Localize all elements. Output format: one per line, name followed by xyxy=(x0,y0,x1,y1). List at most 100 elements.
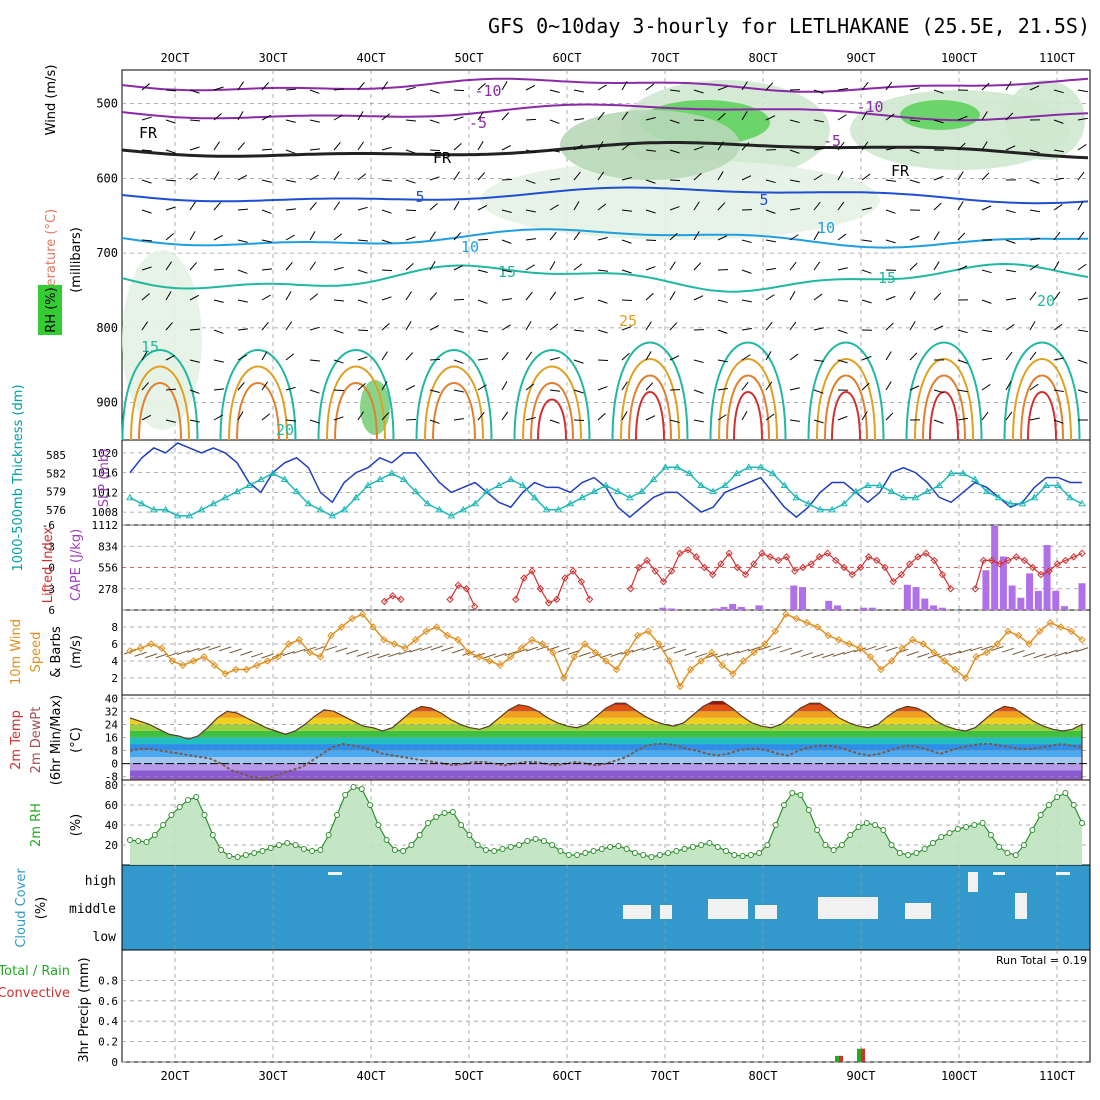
wind-barb xyxy=(1029,417,1040,421)
wind-barb xyxy=(741,142,750,151)
wind-barb xyxy=(1005,381,1012,391)
surface-isotherm-loop xyxy=(537,398,567,441)
wind-barb xyxy=(717,359,728,363)
wind-barb xyxy=(1053,323,1063,331)
rh2m-point xyxy=(731,852,738,858)
isotherm-label: 5 xyxy=(759,191,768,209)
wind-barb xyxy=(453,298,465,301)
wind-barb xyxy=(909,179,920,184)
wind-barb xyxy=(693,262,702,271)
thickness-point xyxy=(530,493,539,501)
li-point xyxy=(782,553,791,561)
wind-barb xyxy=(381,296,392,301)
cloud-middle-block xyxy=(708,899,748,919)
thickness-tick-label: 585 xyxy=(46,449,66,462)
rh2m-point xyxy=(168,812,175,818)
wind-barb xyxy=(309,419,320,424)
wind-barb xyxy=(309,326,320,331)
rh2m-point xyxy=(689,844,696,850)
side-label-wind10-3: & Barbs xyxy=(49,626,64,678)
wind-barb xyxy=(141,116,152,121)
wind-barb xyxy=(981,357,992,361)
wind10-barb xyxy=(409,647,422,653)
rh2m-tick-label: 40 xyxy=(105,819,118,832)
li-point xyxy=(569,567,577,575)
wind10-point xyxy=(940,657,949,665)
cloud-level-label: low xyxy=(93,930,117,945)
thickness-point xyxy=(149,505,158,513)
rh2m-point xyxy=(830,847,837,853)
li-tick-label: 3 xyxy=(48,583,55,596)
side-label-li: Lifted Index xyxy=(41,526,56,603)
cloud-high-block xyxy=(993,872,1005,875)
wind-barb xyxy=(381,269,393,272)
thickness-point xyxy=(1030,493,1039,501)
isotherm-minus5 xyxy=(121,103,1089,122)
wind10-point xyxy=(401,644,409,652)
side-label-pressure: (millibars) xyxy=(69,227,84,293)
thickness-point xyxy=(804,499,813,507)
wind-barb xyxy=(1077,117,1088,121)
rh2m-point xyxy=(309,848,316,854)
top-date-label: 4OCT xyxy=(357,51,386,65)
rh2m-point xyxy=(780,802,787,808)
cape-bar xyxy=(825,600,833,610)
side-label-temp2m-unit: (°C) xyxy=(69,727,84,753)
wind-barb xyxy=(453,329,464,333)
wind-barb xyxy=(165,233,174,241)
rh2m-point xyxy=(847,832,854,838)
temp-band xyxy=(130,750,1082,758)
rh2m-point xyxy=(209,832,216,838)
wind10-barb xyxy=(219,646,232,652)
wind-barb xyxy=(741,111,748,121)
rh2m-point xyxy=(482,847,489,853)
side-label-rh: RH (%) xyxy=(44,287,59,332)
rh2m-point xyxy=(979,820,986,826)
wind-barb xyxy=(789,149,800,154)
wind-barb xyxy=(1005,324,1015,331)
wind-barb xyxy=(261,351,268,361)
thickness-point xyxy=(649,475,658,482)
li-point xyxy=(512,595,520,604)
wind10-barb xyxy=(663,646,676,652)
wind-barb xyxy=(1005,411,1013,421)
wind-barb xyxy=(1053,291,1061,301)
wind10-barb xyxy=(853,647,867,653)
wind10-barb xyxy=(811,653,824,659)
wind-barb xyxy=(285,419,296,422)
wind10-point xyxy=(708,648,716,657)
wind-barb xyxy=(981,82,990,91)
thickness-point xyxy=(721,481,729,489)
wind10-barb xyxy=(197,646,211,651)
wind-barb xyxy=(1029,149,1040,154)
wind-barb xyxy=(501,411,509,421)
slp-tick-label: 1008 xyxy=(92,506,119,519)
wind-barb xyxy=(453,265,464,271)
wind-barb xyxy=(189,294,200,301)
wind-barb xyxy=(885,295,896,301)
wind-barb xyxy=(381,351,388,361)
wind-barb xyxy=(189,262,197,271)
wind-barb xyxy=(765,381,773,391)
thickness-point xyxy=(173,511,182,519)
wind-barb xyxy=(909,87,920,91)
temp-bands xyxy=(130,701,1082,780)
cape-bar xyxy=(1078,583,1086,610)
rh2m-point xyxy=(1045,802,1052,808)
wind10-barb xyxy=(726,650,740,656)
wind-barb xyxy=(669,355,680,361)
wind-barb xyxy=(717,86,728,91)
rh2m-point xyxy=(425,820,432,826)
wind-barb xyxy=(237,382,245,391)
bottom-date-label: 4OCT xyxy=(357,1069,386,1083)
wind-barb xyxy=(285,386,296,391)
wind-barb xyxy=(741,411,748,421)
precip-tick-label: 0.8 xyxy=(98,974,118,987)
li-tick-label: 0 xyxy=(48,562,55,575)
wind-barb xyxy=(285,208,296,211)
wind10-point xyxy=(824,631,832,640)
wind10-barb xyxy=(800,652,814,658)
wind-barb xyxy=(813,89,824,94)
thickness-point xyxy=(518,481,527,489)
li-point xyxy=(733,563,742,572)
